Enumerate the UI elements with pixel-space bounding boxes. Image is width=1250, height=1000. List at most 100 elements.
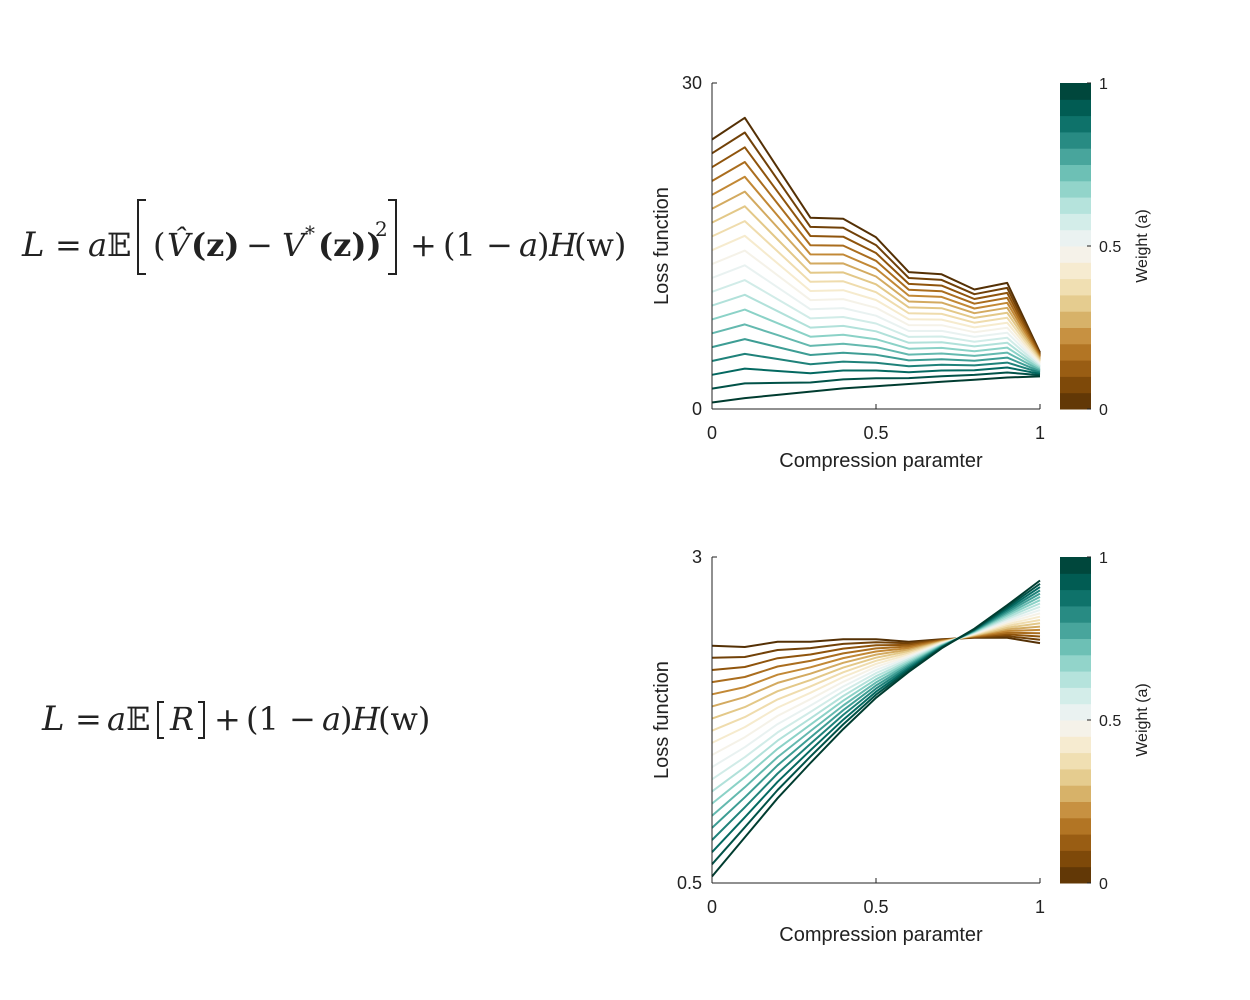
colorbar-segment [1060,801,1091,819]
colorbar-segment [1060,278,1091,296]
colorbar-segment [1060,246,1091,263]
series-line-weight-19 [711,375,1041,404]
eq-bottom-a: a [107,700,126,738]
eq-bottom-H: H [351,700,381,738]
colorbar-segment [1060,229,1091,247]
series-line-weight-3 [711,161,1041,357]
colorbar-segment [1060,197,1091,214]
colorbar-segment [1060,294,1091,312]
colorbar-segment [1060,148,1091,165]
series-line-weight-10 [711,264,1041,366]
colorbar-segment [1060,131,1091,149]
series-line-weight-13 [711,308,1041,370]
series-line-weight-12 [711,293,1041,369]
x-tick-label: 0 [707,423,717,443]
colorbar-segment [1060,687,1091,705]
colorbar-segment [1060,164,1091,182]
eq-top-square: 2 [375,217,388,241]
eq-bottom-L: L [41,699,65,739]
x-tick-label: 0.5 [863,423,888,443]
eq-top-right-bracket [388,199,397,275]
colorbar-tick-label: 0 [1099,402,1108,419]
colorbar-segment [1060,785,1091,802]
equation-bottom: L = a 𝔼 R + (1 − a ) H (w) [41,699,430,739]
colorbar-tick-label: 0 [1099,876,1108,893]
y-tick-label: 0.5 [677,873,702,893]
eq-top-a2: a [519,226,538,264]
colorbar-segment [1060,834,1091,851]
colorbar-segment [1060,557,1091,574]
eq-top-z1: (z) [191,226,239,264]
y-axis-label: Loss function [651,661,673,779]
y-tick-label: 3 [692,547,702,567]
colorbar-label: Weight (a) [1134,209,1151,283]
colorbar-segment [1060,671,1091,688]
series-line-weight-19 [711,579,1041,878]
eq-top-plus: + [410,226,437,264]
colorbar-segment [1060,180,1091,198]
series-line-weight-1 [711,131,1041,355]
eq-bottom-left-bracket [157,701,164,739]
eq-top-rparen: ) [537,226,549,264]
eq-bottom-rparen: ) [340,700,352,738]
eq-top-L: L [21,225,45,265]
colorbar-segment [1060,654,1091,672]
colorbar-segment [1060,343,1091,361]
series-line-weight-4 [711,175,1041,359]
eq-bottom-w: (w) [378,700,430,738]
colorbar-segment [1060,213,1091,231]
series-line-weight-2 [711,146,1041,356]
y-tick-label: 30 [682,73,702,93]
colorbar-segment [1060,622,1091,639]
colorbar-segment [1060,83,1091,100]
eq-top-equals: = [55,226,82,264]
colorbar-segment [1060,866,1091,884]
eq-bottom-R: R [169,700,194,738]
chart-bottom: 0 0.5 1 0.5 3 Compression paramter Loss functi… [651,547,1151,946]
colorbar-segment [1060,392,1091,410]
x-axis-label: Compression paramter [779,924,983,946]
eq-top-star: * [305,221,315,245]
colorbar-tick-label: 1 [1099,550,1108,567]
colorbar-segment [1060,327,1091,345]
colorbar-segment [1060,115,1091,133]
chart-top: 0 0.5 1 0 30 Compression paramter Loss functio… [651,73,1151,472]
colorbar-segment [1060,736,1091,754]
eq-top-vhat: V̂ [167,226,193,264]
series-line-weight-14 [711,323,1041,371]
eq-top-z2: (z)) [318,226,382,264]
eq-top-minus: − [246,226,273,264]
series-line-weight-17 [711,366,1041,376]
colorbar-segment [1060,768,1091,786]
eq-bottom-E: 𝔼 [126,700,150,738]
eq-top-H: H [548,226,578,264]
colorbar-segment [1060,376,1091,394]
colorbar-segment [1060,850,1091,868]
series-line-weight-15 [711,338,1041,373]
colorbar-tick-label: 1 [1099,76,1108,93]
eq-top-one-minus: (1 − [443,226,513,264]
eq-top-vstar: V [282,226,308,264]
eq-top-lparen: ( [153,226,165,264]
colorbar-segment [1060,720,1091,737]
eq-top-left-bracket [137,199,146,275]
colorbar-segment [1060,605,1091,623]
eq-bottom-a2: a [322,700,341,738]
colorbar-segment [1060,703,1091,721]
eq-bottom-one-minus: (1 − [246,700,316,738]
colorbar-tick-label: 0.5 [1099,239,1121,256]
colorbar-segment [1060,99,1091,117]
x-tick-label: 0.5 [863,897,888,917]
y-axis-label: Loss function [651,187,673,305]
colorbar-segment [1060,752,1091,770]
colorbar-segment [1060,262,1091,280]
series-line-weight-16 [711,352,1041,374]
series-line-weight-0 [711,116,1041,353]
y-tick-label: 0 [692,399,702,419]
colorbar-label: Weight (a) [1134,683,1151,757]
series-line-weight-5 [711,190,1041,360]
colorbar-tick-label: 0.5 [1099,713,1121,730]
colorbar-segment [1060,638,1091,656]
eq-bottom-right-bracket [198,701,205,739]
